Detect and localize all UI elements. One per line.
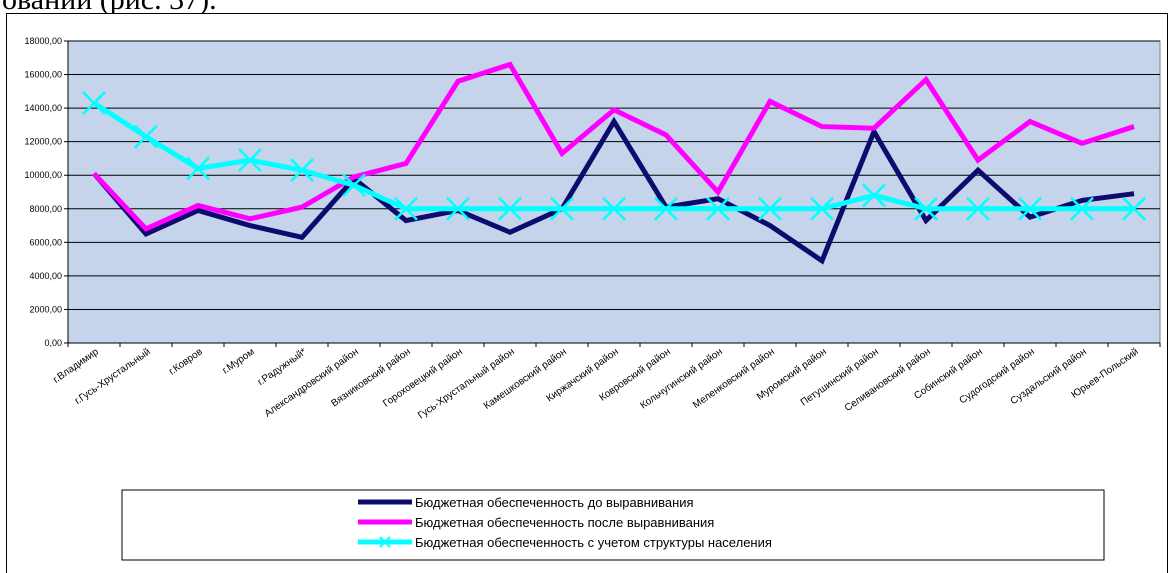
category-label: Гусь-Хрустальный район	[416, 346, 517, 421]
category-label: г.Радужный*	[256, 346, 309, 388]
y-tick-label: 16000,00	[24, 70, 62, 80]
y-tick-label: 0,00	[44, 338, 62, 348]
y-tick-label: 10000,00	[24, 170, 62, 180]
line-chart: 0,00 2000,00 4000,00 6000,00 8000,00 10000,00…	[0, 0, 1172, 561]
y-tick-label: 8000,00	[29, 204, 62, 214]
category-label: Александровский район	[263, 346, 361, 419]
y-tick-label: 6000,00	[29, 237, 62, 247]
legend-label: Бюджетная обеспеченность после выравнива…	[415, 515, 714, 530]
category-label: г.Владимир	[51, 346, 101, 385]
category-label: г.Ковров	[167, 346, 205, 377]
y-tick-label: 2000,00	[29, 304, 62, 314]
legend: Бюджетная обеспеченность до выравнивания…	[122, 490, 1104, 560]
legend-label: Бюджетная обеспеченность с учетом структ…	[415, 535, 772, 550]
y-axis-ticks: 0,00 2000,00 4000,00 6000,00 8000,00 10000,00…	[24, 36, 68, 348]
y-tick-label: 14000,00	[24, 103, 62, 113]
plot-area	[68, 41, 1160, 343]
y-tick-label: 18000,00	[24, 36, 62, 46]
y-tick-label: 12000,00	[24, 137, 62, 147]
legend-label: Бюджетная обеспеченность до выравнивания	[415, 495, 694, 510]
category-label: Селивановский район	[843, 346, 933, 414]
category-label: г.Муром	[220, 346, 256, 376]
y-tick-label: 4000,00	[29, 271, 62, 281]
